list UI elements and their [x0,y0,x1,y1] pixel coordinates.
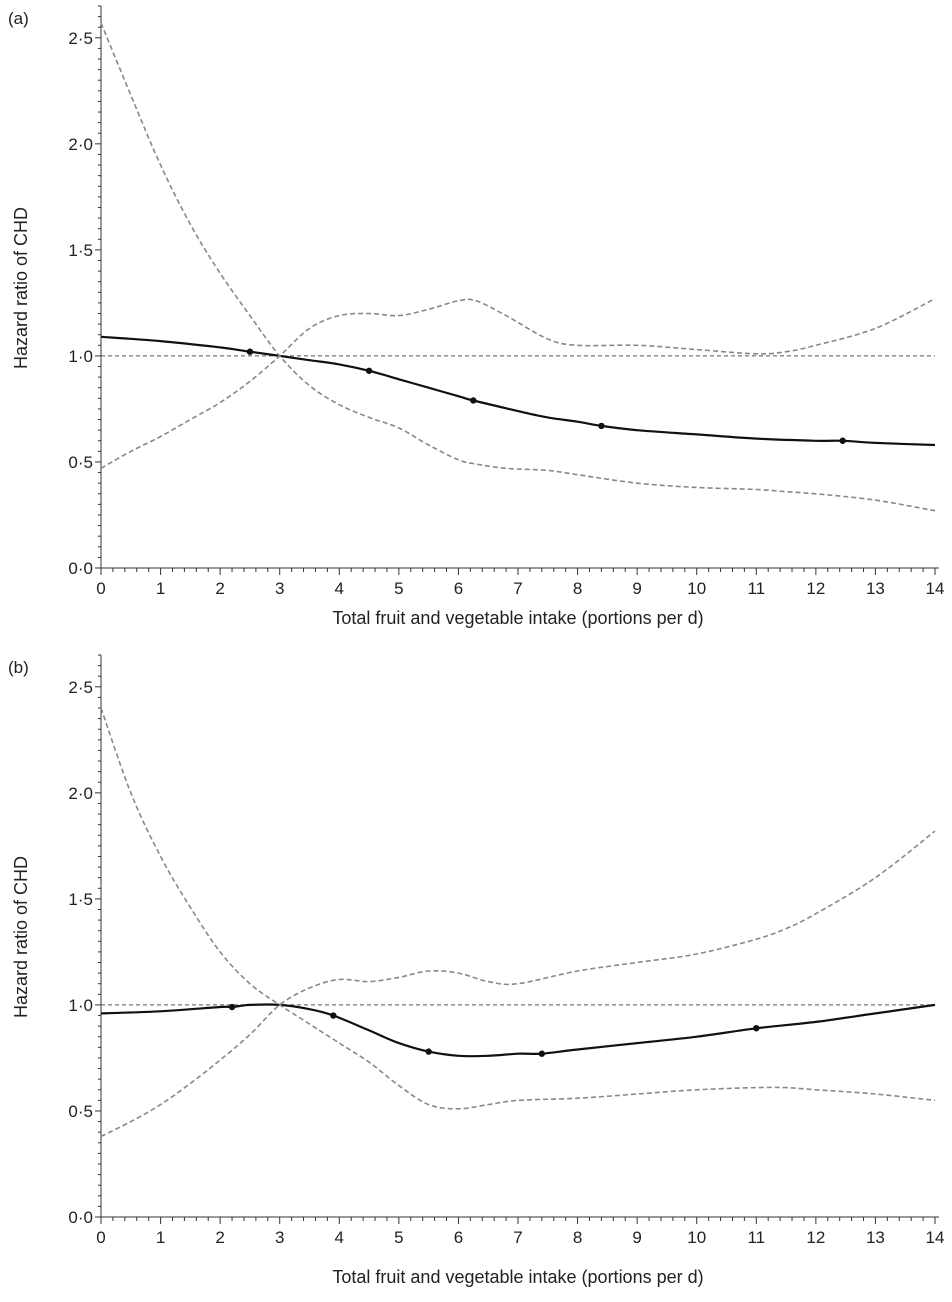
x-tick-label: 9 [632,1228,641,1247]
x-axis-title: Total fruit and vegetable intake (portio… [332,608,703,628]
x-tick-label: 11 [747,1228,765,1247]
x-tick-label: 2 [215,579,224,598]
x-tick-label: 10 [687,579,706,598]
ci-lower-line [101,299,935,469]
y-tick-label: 2·0 [68,784,93,803]
x-tick-label: 14 [926,1228,945,1247]
estimate-point [425,1048,431,1054]
x-tick-label: 13 [866,579,885,598]
x-axis-title: Total fruit and vegetable intake (portio… [332,1267,703,1287]
x-tick-label: 10 [687,1228,706,1247]
estimate-line [101,337,935,445]
x-tick-label: 4 [335,1228,344,1247]
x-tick-label: 11 [747,579,765,598]
ci-lower-line [101,831,935,1136]
ci-upper-line [101,708,935,1109]
chart-panel-a: (a)0·00·51·01·52·02·50 1 2 3 4 5 6 7 8 9 10 11 12 13 1… [8,6,944,628]
x-tick-label: 3 [275,1228,284,1247]
x-tick-label: 3 [275,579,284,598]
panel-label: (a) [8,9,29,28]
panel-label: (b) [8,658,29,677]
y-axis-title: Hazard ratio of CHD [11,856,31,1018]
y-tick-label: 1·5 [68,890,93,909]
estimate-point [366,368,372,374]
x-tick-label: 2 [215,1228,224,1247]
x-tick-label: 7 [513,1228,522,1247]
x-tick-label: 8 [573,1228,582,1247]
x-tick-label: 9 [632,579,641,598]
x-tick-label: 8 [573,579,582,598]
y-axis-title: Hazard ratio of CHD [11,207,31,369]
x-tick-label: 12 [806,579,825,598]
y-tick-label: 0·5 [68,453,93,472]
y-tick-label: 2·5 [68,29,93,48]
x-tick-label: 13 [866,1228,885,1247]
ci-upper-line [101,23,935,511]
estimate-point [753,1025,759,1031]
x-tick-label: 5 [394,579,403,598]
y-tick-label: 2·5 [68,678,93,697]
chart-panel-b: (b)0·00·51·01·52·02·50 1 2 3 4 5 6 7 8 9 10 11 12 13 1… [8,655,944,1287]
x-tick-label: 5 [394,1228,403,1247]
y-tick-label: 1·0 [68,347,93,366]
estimate-line [101,1005,935,1057]
y-tick-label: 0·0 [68,559,93,578]
estimate-point [229,1004,235,1010]
estimate-point [247,348,253,354]
x-tick-label: 4 [335,579,344,598]
y-tick-label: 2·0 [68,135,93,154]
x-tick-label: 6 [454,579,463,598]
estimate-point [539,1051,545,1057]
x-tick-label: 1 [156,1228,165,1247]
x-tick-label: 0 [96,579,105,598]
estimate-point [330,1012,336,1018]
x-tick-label: 7 [513,579,522,598]
estimate-point [839,438,845,444]
x-tick-label: 6 [454,1228,463,1247]
y-tick-label: 1·0 [68,996,93,1015]
y-tick-label: 0·0 [68,1208,93,1227]
x-tick-label: 0 [96,1228,105,1247]
y-tick-label: 0·5 [68,1102,93,1121]
x-tick-label: 1 [156,579,165,598]
x-tick-label: 14 [926,579,945,598]
estimate-point [470,397,476,403]
x-tick-label: 12 [806,1228,825,1247]
estimate-point [598,423,604,429]
y-tick-label: 1·5 [68,241,93,260]
